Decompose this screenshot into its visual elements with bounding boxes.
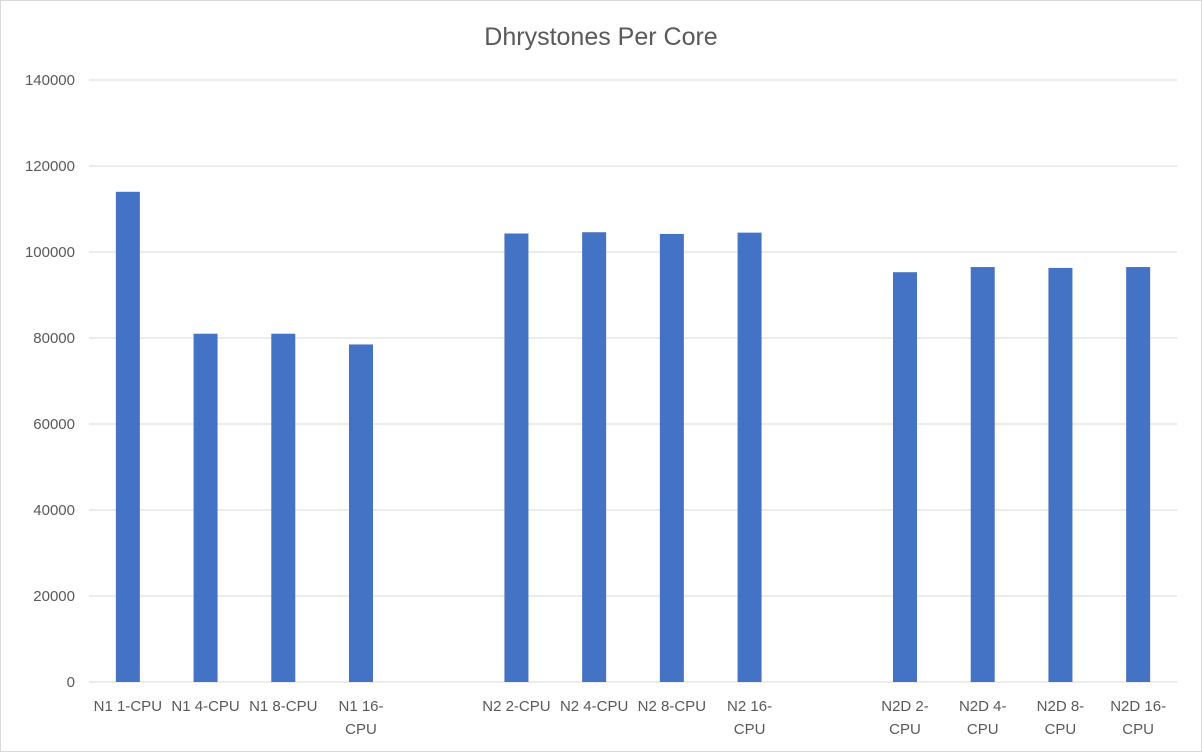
x-category-label: CPU xyxy=(345,721,377,738)
bar xyxy=(504,233,529,682)
x-category-label: CPU xyxy=(1045,721,1077,738)
bar xyxy=(349,344,373,682)
x-category-label: N2D 2- xyxy=(881,698,929,715)
y-tick-label: 60000 xyxy=(33,416,75,433)
x-category-label: CPU xyxy=(1122,721,1154,738)
bar xyxy=(970,267,995,682)
x-category-label: N2 8-CPU xyxy=(638,698,706,715)
bar xyxy=(659,233,684,682)
chart-title: Dhrystones Per Core xyxy=(484,23,718,51)
bar xyxy=(893,272,917,682)
bar xyxy=(582,232,607,682)
x-category-label: N1 4-CPU xyxy=(171,698,239,715)
x-category-label: N2D 16- xyxy=(1110,698,1166,715)
y-tick-label: 140000 xyxy=(25,72,75,89)
x-category-label: CPU xyxy=(889,721,921,738)
x-category-label: CPU xyxy=(967,721,999,738)
y-tick-label: 80000 xyxy=(33,330,75,347)
y-tick-label: 120000 xyxy=(25,158,75,175)
y-tick-label: 100000 xyxy=(25,244,75,261)
x-category-label: N1 1-CPU xyxy=(94,698,162,715)
y-tick-label: 20000 xyxy=(33,588,75,605)
bar xyxy=(271,333,296,682)
y-tick-label: 40000 xyxy=(33,502,75,519)
bar xyxy=(737,232,762,682)
bar xyxy=(193,333,218,682)
x-category-label: N2 16- xyxy=(727,698,772,715)
x-category-label: N1 8-CPU xyxy=(249,698,317,715)
y-tick-label: 0 xyxy=(67,674,75,691)
bar xyxy=(1126,267,1151,682)
x-category-label: N2D 8- xyxy=(1037,698,1085,715)
x-category-label: N1 16- xyxy=(338,698,383,715)
x-category-label: N2D 4- xyxy=(959,698,1007,715)
x-category-label: N2 4-CPU xyxy=(560,698,628,715)
x-category-label: CPU xyxy=(734,721,766,738)
bar xyxy=(1048,267,1073,682)
bar xyxy=(115,191,140,683)
x-category-label: N2 2-CPU xyxy=(482,698,550,715)
